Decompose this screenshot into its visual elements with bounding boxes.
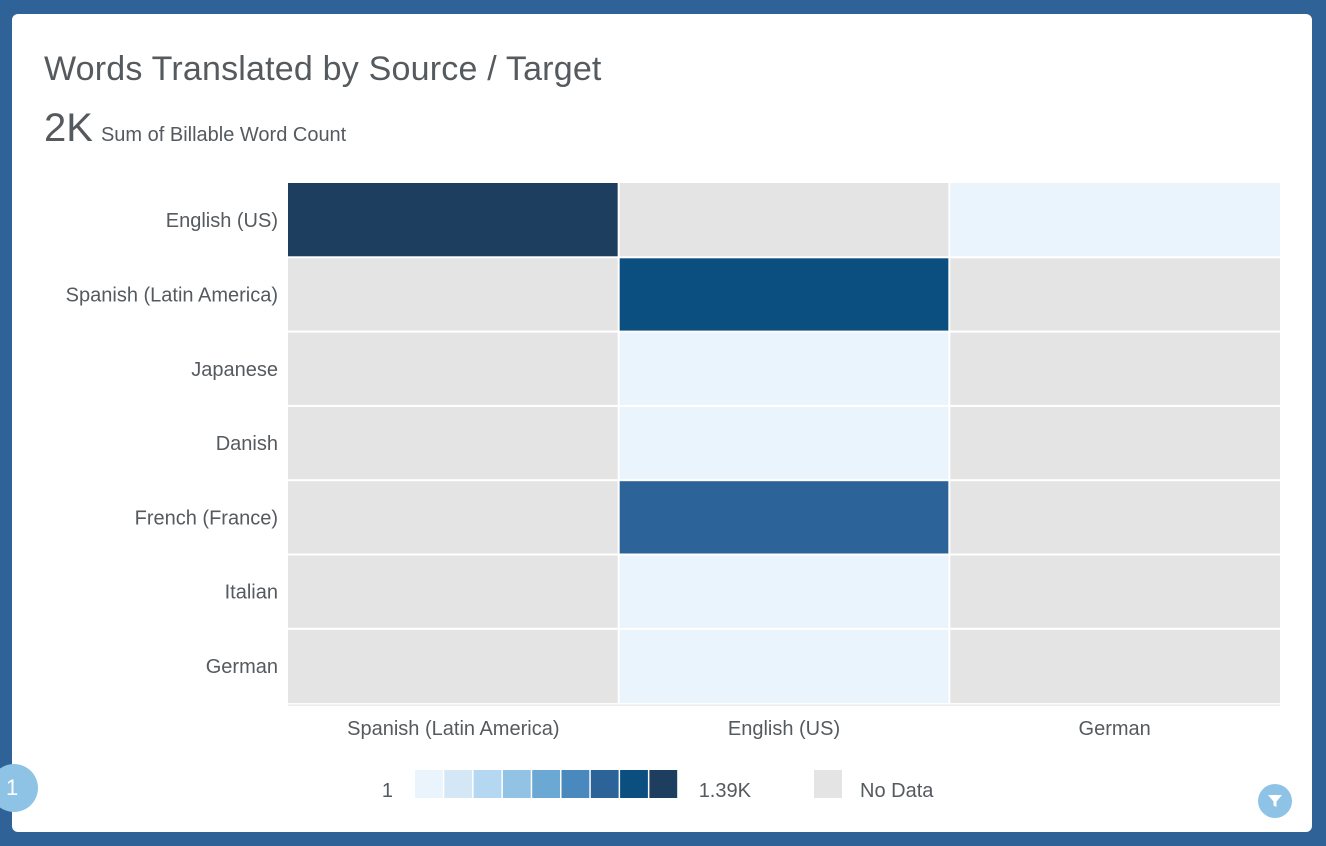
metric-summary: 2K Sum of Billable Word Count bbox=[44, 106, 346, 151]
heatmap-cell[interactable] bbox=[619, 481, 949, 554]
legend-swatch bbox=[561, 770, 590, 798]
heatmap-cell[interactable] bbox=[619, 406, 949, 480]
row-label: German bbox=[206, 656, 278, 678]
row-label: Japanese bbox=[191, 359, 278, 381]
heatmap-cell[interactable] bbox=[950, 183, 1281, 257]
heatmap-cell[interactable] bbox=[619, 629, 949, 704]
heatmap-cell[interactable] bbox=[288, 406, 618, 480]
filter-icon bbox=[1268, 795, 1282, 807]
heatmap-cell[interactable] bbox=[288, 332, 618, 405]
column-label: English (US) bbox=[728, 718, 840, 740]
heatmap-cell[interactable] bbox=[619, 258, 949, 331]
legend-swatch bbox=[620, 770, 648, 798]
heatmap-cell[interactable] bbox=[619, 555, 949, 628]
legend-min-label: 1 bbox=[382, 780, 393, 802]
legend-no-data-swatch bbox=[814, 770, 842, 798]
column-label: Spanish (Latin America) bbox=[347, 718, 559, 740]
chart-title: Words Translated by Source / Target bbox=[44, 50, 602, 88]
row-label: Italian bbox=[225, 582, 278, 604]
filter-button[interactable] bbox=[1258, 784, 1292, 818]
legend-no-data-label: No Data bbox=[860, 780, 934, 802]
heatmap-cell[interactable] bbox=[950, 258, 1281, 331]
legend-swatch bbox=[415, 770, 443, 798]
page-badge[interactable]: 1 bbox=[0, 764, 38, 812]
legend-swatch bbox=[473, 770, 502, 798]
heatmap-cell[interactable] bbox=[950, 332, 1281, 405]
metric-value: 2K bbox=[44, 106, 93, 150]
row-label: English (US) bbox=[166, 210, 278, 232]
heatmap-cell[interactable] bbox=[288, 629, 618, 704]
heatmap-cell[interactable] bbox=[950, 629, 1281, 704]
heatmap-cell[interactable] bbox=[619, 183, 949, 257]
heatmap-cell[interactable] bbox=[288, 481, 618, 554]
heatmap-cell[interactable] bbox=[950, 406, 1281, 480]
column-label: German bbox=[1079, 718, 1151, 740]
heatmap-cell[interactable] bbox=[288, 258, 618, 331]
legend-swatch bbox=[444, 770, 473, 798]
legend-swatch bbox=[502, 770, 531, 798]
heatmap-cell[interactable] bbox=[288, 183, 618, 257]
row-label: French (France) bbox=[135, 507, 278, 529]
row-label: Danish bbox=[216, 433, 278, 455]
legend-max-label: 1.39K bbox=[699, 780, 752, 802]
legend-swatch bbox=[590, 770, 619, 798]
legend-swatch bbox=[532, 770, 560, 798]
heatmap-cell[interactable] bbox=[619, 332, 949, 405]
row-label: Spanish (Latin America) bbox=[66, 284, 278, 306]
metric-label: Sum of Billable Word Count bbox=[100, 124, 347, 146]
heatmap-cell[interactable] bbox=[950, 555, 1281, 628]
legend-swatch bbox=[649, 770, 678, 798]
heatmap-cell[interactable] bbox=[288, 555, 618, 628]
heatmap-cell[interactable] bbox=[950, 481, 1281, 554]
